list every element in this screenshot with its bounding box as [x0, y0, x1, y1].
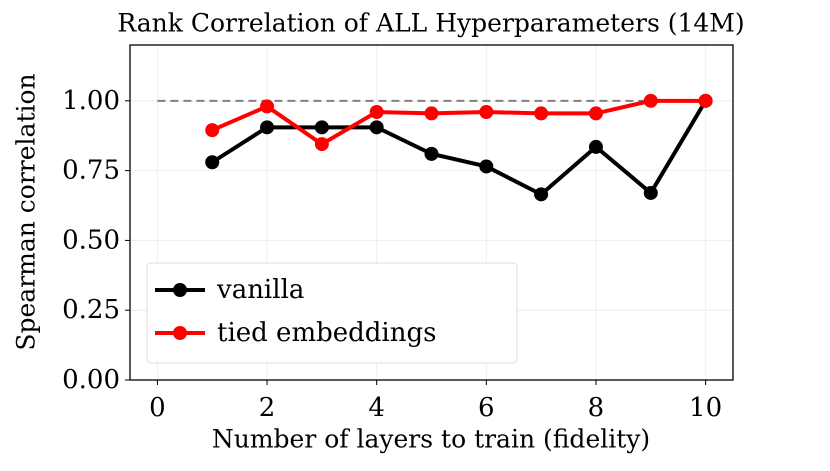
y-axis-label: Spearman correlation [12, 73, 41, 350]
data-point [534, 187, 549, 202]
data-point [314, 120, 329, 135]
legend-marker [173, 326, 187, 340]
y-tick-label: 0.75 [62, 156, 120, 186]
data-point [205, 155, 220, 170]
data-point [369, 105, 384, 119]
data-point [369, 120, 384, 135]
y-tick-label: 0.50 [62, 225, 120, 255]
data-point [260, 99, 275, 114]
data-point [643, 93, 658, 108]
chart-title: Rank Correlation of ALL Hyperparameters … [117, 9, 744, 38]
legend-label: tied embeddings [217, 318, 436, 348]
data-point [260, 120, 275, 135]
legend-box [146, 262, 518, 364]
data-point [588, 106, 603, 121]
series-line [211, 98, 706, 147]
data-point [534, 106, 549, 121]
data-point [643, 185, 658, 200]
x-tick-label: 2 [259, 393, 276, 423]
x-tick-label: 6 [478, 393, 495, 423]
data-point [588, 139, 603, 154]
x-tick-label: 8 [588, 393, 605, 423]
x-tick-label: 0 [149, 393, 166, 423]
legend-label: vanilla [216, 275, 304, 305]
series-line [211, 99, 708, 197]
x-axis-label: Number of layers to train (fidelity) [212, 425, 650, 454]
x-tick-label: 4 [368, 393, 385, 423]
y-tick-label: 0.25 [62, 295, 120, 325]
legend: vanilla tied embeddings [146, 262, 518, 364]
y-tick-label: 0.00 [62, 365, 120, 395]
data-point [698, 93, 713, 108]
data-point [314, 137, 329, 152]
y-tick-label: 1.00 [62, 86, 120, 116]
plot-frame [129, 44, 734, 381]
legend-marker [173, 283, 187, 297]
x-tick-label: 10 [689, 393, 722, 423]
data-point [479, 159, 494, 174]
data-point [479, 105, 494, 119]
data-point [205, 123, 220, 138]
data-point [424, 146, 439, 161]
data-point [424, 106, 439, 121]
